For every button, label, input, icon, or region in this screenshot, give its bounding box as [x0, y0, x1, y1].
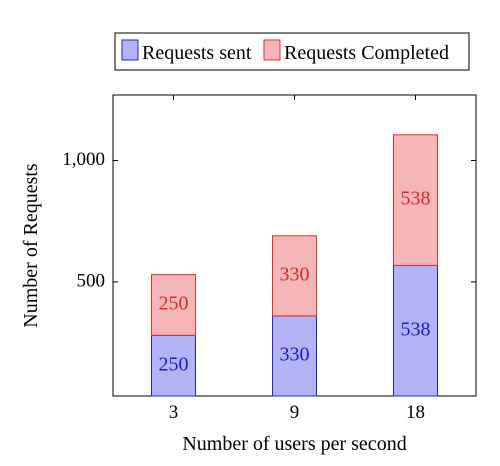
- y-tick-label: 500: [77, 270, 106, 291]
- data-label: 538: [401, 188, 431, 210]
- bar: [151, 334, 196, 397]
- x-tick-label: 18: [406, 402, 425, 423]
- legend-label: Requests sent: [142, 42, 252, 64]
- bar: [151, 274, 196, 336]
- bar: [393, 264, 438, 397]
- legend-swatch: [263, 39, 281, 61]
- bar: [272, 235, 317, 317]
- data-label: 330: [280, 263, 310, 285]
- data-label: 330: [280, 344, 310, 366]
- x-tick-label: 9: [290, 402, 300, 423]
- x-axis-label: Number of users per second: [182, 433, 406, 455]
- x-tick-label: 3: [169, 402, 179, 423]
- y-tick-label: 1,000: [62, 149, 105, 170]
- data-label: 250: [159, 293, 189, 315]
- data-label: 538: [401, 318, 431, 340]
- data-label: 250: [159, 353, 189, 375]
- legend-label: Requests Completed: [284, 42, 449, 64]
- y-axis-label: Number of Requests: [20, 163, 42, 328]
- plot-area: 500 1,000 3 9 18 250 250 330 330 538 538: [62, 94, 477, 423]
- legend-swatch: [121, 39, 139, 61]
- bar: [393, 134, 438, 266]
- bar: [272, 315, 317, 397]
- legend-box: [114, 32, 470, 71]
- legend: Requests sent Requests Completed: [114, 32, 470, 71]
